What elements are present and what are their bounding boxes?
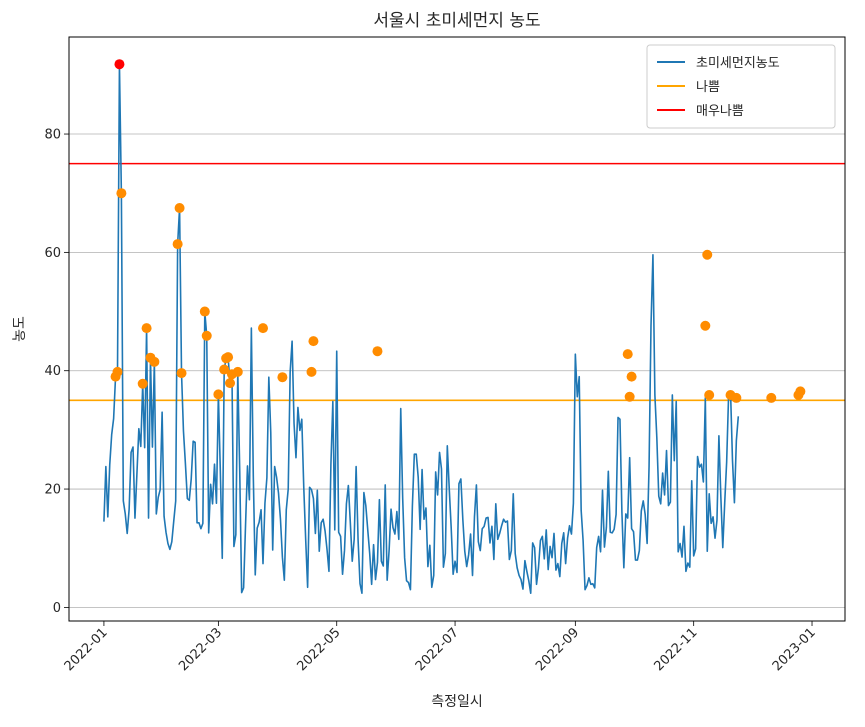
scatter-point: [622, 349, 633, 360]
scatter-point: [306, 366, 317, 377]
scatter-point: [258, 323, 268, 334]
scatter-point: [137, 378, 148, 389]
scatter-point: [372, 346, 383, 357]
scatter-point: [277, 372, 288, 383]
grid-lines: [69, 133, 845, 608]
y-tick-label: 80: [44, 128, 61, 143]
scatter-point: [308, 336, 319, 347]
scatter-point: [174, 202, 185, 213]
scatter-point: [225, 378, 236, 389]
scatter-point: [232, 366, 243, 377]
scatter-point: [704, 389, 715, 400]
legend-label: 나쁨: [696, 80, 720, 95]
scatter-point: [700, 320, 711, 331]
scatter-point: [141, 323, 152, 334]
y-axis-ticks: 0 20 40 60 80: [44, 128, 69, 616]
y-tick-label: 60: [44, 246, 61, 261]
scatter-point: [112, 366, 123, 377]
scatter-point: [172, 239, 183, 250]
scatter-point: [766, 392, 777, 403]
legend-label: 초미세먼지농도: [696, 56, 780, 71]
y-tick-label: 20: [44, 483, 61, 498]
scatter-point: [199, 306, 210, 317]
plot-frame: [68, 36, 846, 622]
legend-box: [646, 44, 836, 129]
scatter-point: [626, 371, 637, 382]
x-axis-label: 측정일시: [431, 694, 483, 710]
scatter-point: [201, 330, 212, 341]
scatter-point: [219, 364, 230, 375]
scatter-point: [702, 249, 713, 260]
scatter-point: [114, 59, 125, 70]
y-tick-label: 40: [44, 364, 61, 379]
series-lines: [103, 63, 740, 594]
legend-label: 매우나쁨: [696, 104, 744, 119]
scatter-point: [624, 391, 635, 402]
scatter-point: [795, 386, 806, 397]
markers: [110, 59, 806, 403]
y-axis-label: 농도: [12, 316, 28, 342]
scatter-point: [213, 389, 224, 400]
scatter-point: [176, 368, 187, 379]
y-tick-label: 0: [53, 601, 61, 616]
scatter-point: [223, 352, 234, 363]
series-line: [103, 63, 740, 594]
scatter-point: [731, 392, 742, 403]
scatter-point: [116, 188, 127, 199]
scatter-point: [149, 356, 160, 367]
threshold-lines: [69, 162, 845, 402]
chart-title: 서울시 초미세먼지 농도: [373, 11, 540, 31]
